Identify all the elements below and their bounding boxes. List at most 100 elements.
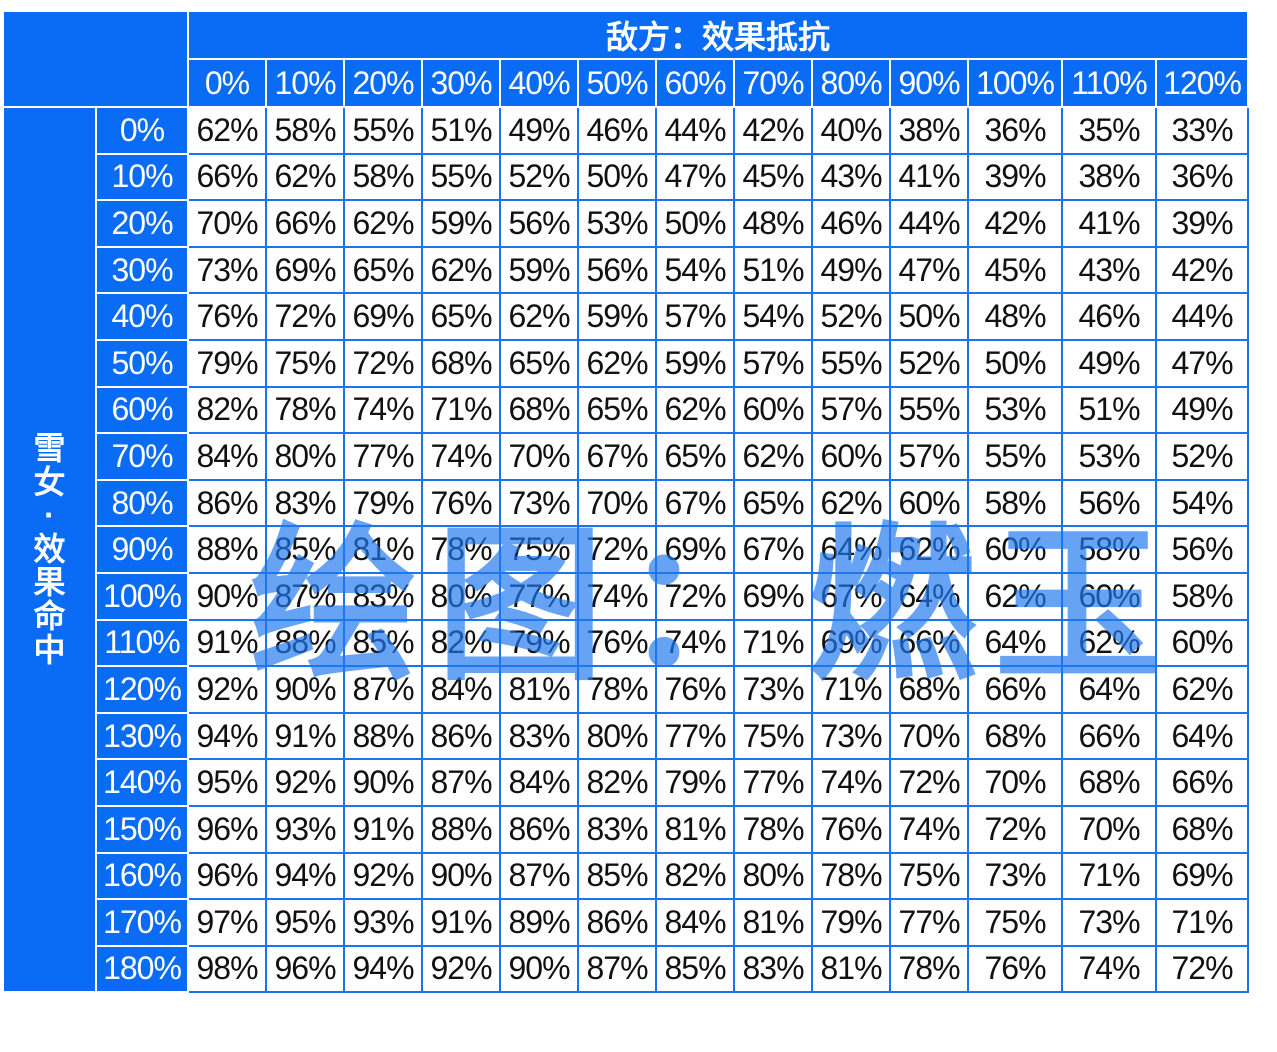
value-cell: 74% [343, 385, 423, 435]
value-cell: 72% [1155, 944, 1249, 994]
value-cell: 70% [889, 711, 969, 761]
value-cell: 68% [967, 711, 1063, 761]
value-cell: 75% [499, 525, 579, 574]
value-cell: 90% [187, 571, 267, 621]
value-cell: 81% [811, 944, 891, 994]
value-cell: 74% [889, 804, 969, 854]
column-header: 70% [733, 58, 813, 108]
table-row: 雪女·效果命中 0% 62% 58% 55% 51% 49% 46% 44% 42% 40% 38% 3… [2, 105, 1249, 994]
value-cell: 91% [343, 804, 423, 854]
value-cell: 55% [343, 106, 423, 155]
value-cell: 68% [1155, 804, 1249, 854]
table-row: 50% 79% 75% 72% 68% 65% 62% 59% 57% 55% 52% 50% 49% 4… [3, 338, 1249, 388]
value-cell: 65% [577, 385, 657, 435]
value-cell: 77% [733, 758, 813, 807]
value-cell: 68% [1061, 758, 1157, 807]
value-cell: 62% [343, 199, 423, 248]
value-cell: 65% [343, 245, 423, 295]
value-cell: 55% [811, 338, 891, 388]
value-cell: 41% [1061, 199, 1157, 248]
value-cell: 51% [421, 106, 501, 155]
column-header: 110% [1061, 58, 1157, 108]
value-cell: 80% [421, 571, 501, 621]
value-cell: 79% [811, 898, 891, 947]
value-cell: 41% [889, 152, 969, 202]
value-cell: 46% [1061, 292, 1157, 341]
value-cell: 72% [655, 571, 735, 621]
column-header: 50% [577, 58, 657, 108]
value-cell: 77% [655, 711, 735, 761]
value-cell: 96% [187, 804, 267, 854]
value-cell: 42% [1155, 245, 1249, 295]
value-cell: 44% [1155, 292, 1249, 341]
column-header: 120% [1155, 58, 1249, 108]
value-cell: 73% [187, 245, 267, 295]
value-cell: 71% [421, 385, 501, 435]
value-cell: 93% [343, 898, 423, 947]
corner-cell [2, 10, 189, 108]
value-cell: 77% [889, 898, 969, 947]
value-cell: 68% [889, 665, 969, 714]
value-cell: 53% [1061, 432, 1157, 481]
value-cell: 38% [1061, 152, 1157, 202]
value-cell: 86% [577, 898, 657, 947]
value-cell: 84% [655, 898, 735, 947]
row-header: 120% [95, 665, 189, 714]
value-cell: 51% [1061, 385, 1157, 435]
value-cell: 81% [499, 665, 579, 714]
value-cell: 76% [967, 944, 1063, 994]
value-cell: 66% [1155, 758, 1249, 807]
value-cell: 83% [733, 944, 813, 994]
value-cell: 88% [265, 618, 345, 668]
value-cell: 62% [889, 525, 969, 574]
value-cell: 89% [499, 898, 579, 947]
table-row: 100% 90% 87% 83% 80% 77% 74% 72% 69% 67% 64% 62% 60%… [3, 571, 1249, 621]
value-cell: 81% [733, 898, 813, 947]
value-cell: 70% [499, 432, 579, 481]
value-cell: 44% [889, 199, 969, 248]
table-row: 140% 95% 92% 90% 87% 84% 82% 79% 77% 74% 72% 70% 68%… [3, 758, 1249, 807]
value-cell: 71% [811, 665, 891, 714]
value-cell: 54% [1155, 478, 1249, 528]
value-cell: 85% [577, 851, 657, 901]
value-cell: 60% [811, 432, 891, 481]
value-cell: 59% [655, 338, 735, 388]
table-row: 90% 88% 85% 81% 78% 75% 72% 69% 67% 64% 62% 60% 58% 5… [3, 525, 1249, 574]
row-header: 40% [95, 292, 189, 341]
table-row: 10% 66% 62% 58% 55% 52% 50% 47% 45% 43% 41% 39% 38% 3… [3, 152, 1249, 202]
value-cell: 64% [1061, 665, 1157, 714]
value-cell: 49% [499, 106, 579, 155]
value-cell: 62% [1155, 665, 1249, 714]
value-cell: 58% [1155, 571, 1249, 621]
value-cell: 80% [265, 432, 345, 481]
value-cell: 72% [343, 338, 423, 388]
value-cell: 65% [421, 292, 501, 341]
value-cell: 55% [421, 152, 501, 202]
value-cell: 60% [967, 525, 1063, 574]
value-cell: 69% [1155, 851, 1249, 901]
column-header: 60% [655, 58, 735, 108]
value-cell: 66% [1061, 711, 1157, 761]
value-cell: 78% [421, 525, 501, 574]
value-cell: 96% [265, 944, 345, 994]
row-header: 90% [95, 525, 189, 574]
value-cell: 38% [889, 106, 969, 155]
table-row: 180% 98% 96% 94% 92% 90% 87% 85% 83% 81% 78% 76% 74%… [3, 944, 1249, 994]
value-cell: 81% [343, 525, 423, 574]
hit-rate-table: 敌方：效果抵抗 0% 10% 20% 30% 40% 50% 60% 70% 80% 90% 100%… [2, 10, 1249, 994]
value-cell: 90% [421, 851, 501, 901]
value-cell: 83% [499, 711, 579, 761]
value-cell: 49% [811, 245, 891, 295]
value-cell: 71% [733, 618, 813, 668]
value-cell: 59% [499, 245, 579, 295]
value-cell: 77% [499, 571, 579, 621]
table-row: 60% 82% 78% 74% 71% 68% 65% 62% 60% 57% 55% 53% 51% 4… [3, 385, 1249, 435]
column-header: 100% [967, 58, 1063, 108]
value-cell: 42% [733, 106, 813, 155]
row-header: 100% [95, 571, 189, 621]
value-cell: 66% [187, 152, 267, 202]
value-cell: 57% [733, 338, 813, 388]
value-cell: 75% [733, 711, 813, 761]
value-cell: 62% [499, 292, 579, 341]
column-header: 20% [343, 58, 423, 108]
